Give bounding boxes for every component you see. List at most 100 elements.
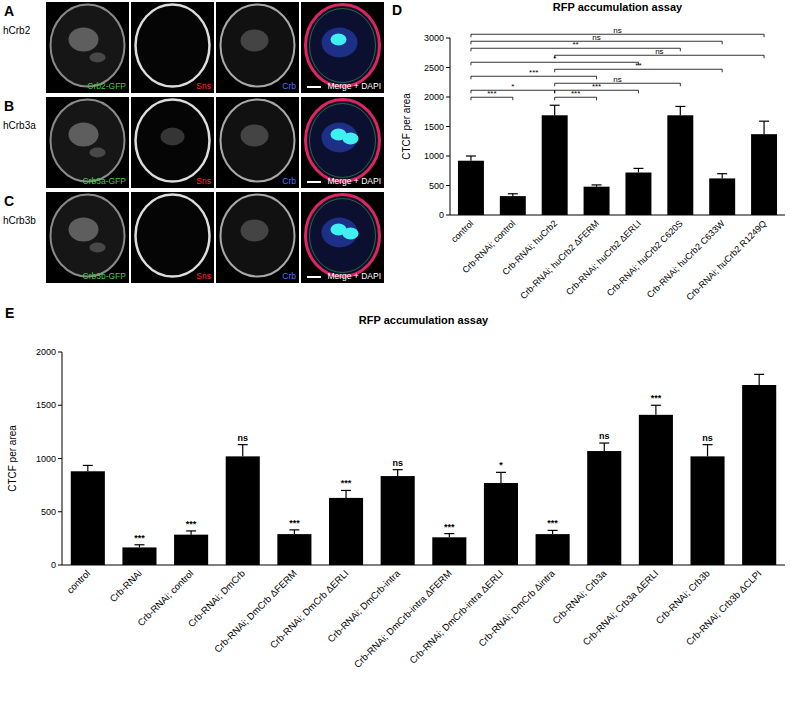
channel-label: Sns: [196, 176, 211, 186]
panel-letter: C: [4, 193, 14, 209]
significance-bracket: ***: [555, 82, 639, 93]
error-cap: [675, 106, 685, 107]
x-tick-label: Crb-RNAi; control: [135, 568, 195, 628]
error-stem: [638, 168, 639, 172]
error-bar: [759, 121, 769, 134]
image-background: [216, 97, 299, 188]
cell-outline: [136, 100, 210, 182]
bar: [500, 196, 526, 215]
error-cap: [444, 533, 454, 534]
bar: [742, 385, 776, 565]
y-tick: [58, 352, 62, 353]
bar: [432, 537, 466, 565]
nucleus-signal: [241, 220, 269, 242]
figure: AhCrb2Crb2-GFPSnsCrbMerge + DAPIBhCrb3aC…: [0, 0, 790, 712]
error-bar: [83, 465, 93, 471]
significance-label: ns: [392, 458, 403, 468]
image-background: [216, 192, 299, 283]
y-tick-label: 0: [439, 210, 444, 220]
x-tick-label: Crb-RNAi: [107, 568, 144, 605]
x-tick-label: Crb-RNAi; huCrb2 ΔERLI: [564, 218, 643, 297]
dapi-spot: [343, 133, 359, 145]
error-bar: [466, 156, 476, 161]
error-stem: [397, 470, 398, 476]
significance-bracket: *: [471, 82, 555, 93]
error-cap: [508, 193, 518, 194]
error-bar: [444, 534, 454, 538]
significance-bracket: ns: [471, 33, 722, 44]
y-tick-label: 0: [51, 560, 56, 570]
image-background: [46, 97, 129, 188]
cell-outline: [306, 5, 380, 87]
error-cap: [393, 469, 403, 470]
significance-label: ***: [651, 393, 662, 403]
error-bar: [238, 445, 248, 457]
row-label: hCrb3b: [3, 215, 36, 226]
significance-bracket: **: [471, 40, 680, 51]
x-tick-label: control: [449, 218, 475, 244]
cell-outline: [136, 5, 210, 87]
y-tick-label: 1000: [36, 454, 56, 464]
y-tick: [446, 38, 450, 39]
error-stem: [500, 472, 501, 483]
dapi-spot: [343, 228, 359, 240]
panel-letter: D: [392, 2, 402, 18]
bar: [542, 115, 568, 215]
micrograph: Crb3a-GFP: [46, 97, 129, 188]
nucleus-signal: [69, 28, 99, 52]
micrograph: Merge + DAPI: [301, 192, 384, 283]
row-label: hCrb2: [3, 25, 31, 36]
error-cap: [466, 155, 476, 156]
y-axis-label: CTCF per area: [7, 425, 18, 492]
channel-label: Merge + DAPI: [327, 81, 381, 91]
y-tick-label: 1000: [424, 151, 444, 161]
gfp-rim: [310, 199, 376, 273]
scale-bar: [307, 276, 321, 278]
cell-outline: [51, 5, 125, 87]
error-bar: [703, 445, 713, 457]
significance-label: ns: [237, 433, 248, 443]
x-tick-label: Crb-RNAi; huCrb2 C620S: [605, 218, 685, 298]
channel-label: Sns: [196, 81, 211, 91]
error-cap: [186, 530, 196, 531]
micrograph: Crb: [216, 2, 299, 93]
error-stem: [604, 443, 605, 451]
error-cap: [496, 472, 506, 473]
bar: [667, 115, 693, 215]
error-bar: [289, 530, 299, 534]
micrograph: Crb: [216, 192, 299, 283]
cell-outline: [306, 195, 380, 277]
y-tick-label: 2000: [424, 92, 444, 102]
error-bar: [508, 194, 518, 196]
micrograph: Merge + DAPI: [301, 97, 384, 188]
error-cap: [550, 105, 560, 106]
error-stem: [759, 374, 760, 385]
y-tick: [446, 215, 450, 216]
gfp-rim: [310, 104, 376, 178]
image-background: [46, 192, 129, 283]
cell-outline: [51, 100, 125, 182]
x-tick-label: Crb-RNAi; Crb3b ΔCLPI: [684, 568, 764, 648]
significance-label: ns: [599, 431, 610, 441]
significance-label: ***: [134, 533, 145, 543]
bar: [226, 456, 260, 565]
chart-title: RFP accumulation assay: [553, 1, 683, 13]
y-tick-label: 2500: [424, 63, 444, 73]
nucleus-signal: [69, 123, 99, 147]
image-background: [131, 192, 214, 283]
dapi-region: [322, 123, 358, 153]
error-stem: [294, 530, 295, 534]
cell-outline: [306, 100, 380, 182]
x-axis-line: [62, 565, 785, 566]
bar: [709, 178, 735, 215]
cell-outline: [51, 195, 125, 277]
x-tick-label: Crb-RNAi; DmCrb-intra ΔERLI: [407, 568, 505, 666]
error-bar: [599, 443, 609, 451]
x-tick-label: Crb-RNAi; huCrb2 ΔFERM: [518, 218, 601, 301]
error-cap: [592, 184, 602, 185]
bar: [625, 173, 651, 215]
channel-label: Crb: [282, 271, 296, 281]
channel-label: Crb3b-GFP: [83, 271, 127, 281]
image-background: [301, 2, 384, 93]
error-cap: [134, 544, 144, 545]
